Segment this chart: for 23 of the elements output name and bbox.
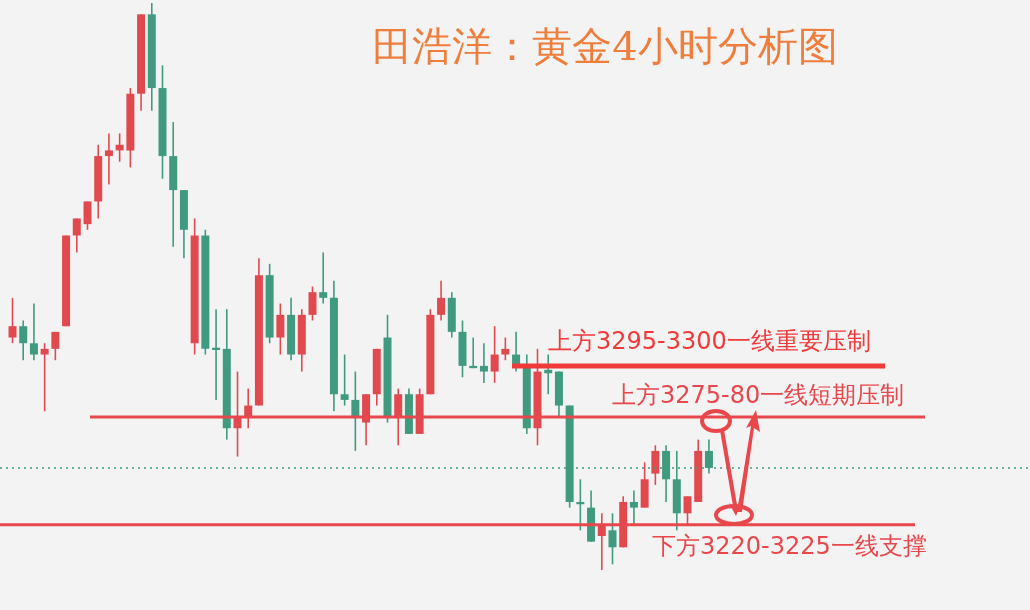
candlestick	[51, 331, 60, 362]
candlestick	[490, 325, 499, 384]
candlestick	[651, 444, 660, 486]
candlestick	[501, 336, 510, 362]
candlestick	[8, 297, 17, 344]
candlestick	[83, 200, 92, 231]
candlestick	[437, 280, 446, 322]
candlestick	[104, 132, 113, 186]
ref-line-label: 上方3295-3300一线重要压制	[548, 326, 871, 355]
candlestick	[72, 217, 81, 254]
candlestick	[40, 342, 49, 413]
text: 田浩洋：黄金4小时分析图	[372, 23, 838, 69]
legend-label: 下方3220-3225一线支撑	[652, 531, 927, 560]
candlestick	[340, 353, 349, 407]
candlestick	[608, 512, 617, 566]
candlestick	[629, 489, 638, 526]
ref-line-label: 上方3275-80一线短期压制	[612, 380, 905, 409]
candlestick	[29, 302, 38, 362]
candlestick	[276, 302, 285, 356]
candlestick	[308, 285, 317, 322]
candlestick	[319, 251, 328, 305]
candlestick	[19, 319, 28, 362]
candlestick	[479, 342, 488, 384]
